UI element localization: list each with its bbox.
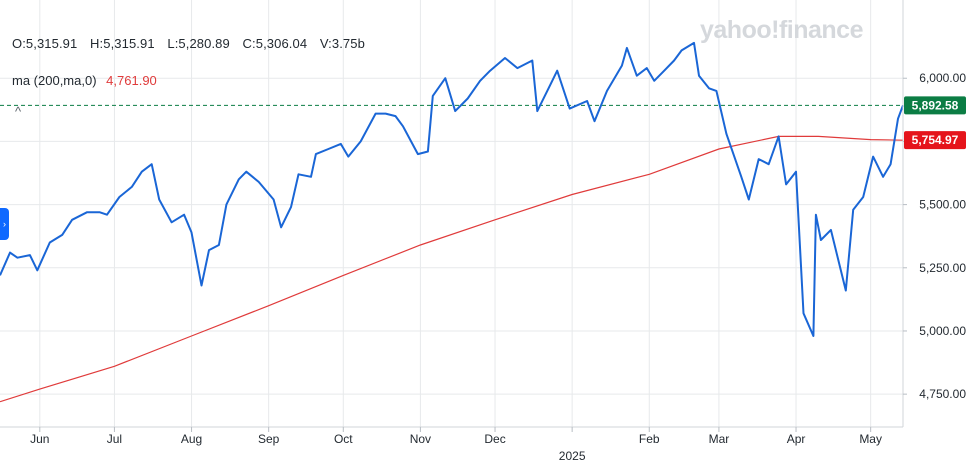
y-tick-label: 6,000.00 xyxy=(919,71,966,85)
volume-value: V:3.75b xyxy=(319,36,365,51)
high-value: H:5,315.91 xyxy=(90,36,155,51)
x-tick-label: Mar xyxy=(709,432,730,446)
x-tick-label: Sep xyxy=(258,432,280,446)
last-price-badge-bg xyxy=(904,96,966,115)
y-tick-label: 5,250.00 xyxy=(919,261,966,275)
x-tick-label: Dec xyxy=(484,432,505,446)
price-line xyxy=(0,41,904,337)
low-value: L:5,280.89 xyxy=(167,36,230,51)
x-tick-label: Jun xyxy=(30,432,49,446)
x-tick-label: Nov xyxy=(410,432,431,446)
x-tick-label: Apr xyxy=(787,432,806,446)
yahoo-finance-logo: yahoo!finance xyxy=(700,16,863,44)
expand-sidebar-button[interactable]: › xyxy=(0,208,9,240)
y-tick-label: 4,750.00 xyxy=(919,387,966,401)
ohlc-readout: O:5,315.91 H:5,315.91 L:5,280.89 C:5,306… xyxy=(12,36,374,51)
indicator-value: 4,761.90 xyxy=(106,73,157,88)
close-value: C:5,306.04 xyxy=(242,36,308,51)
ma-200-line xyxy=(0,135,904,403)
gridlines xyxy=(0,0,903,427)
y-tick-label: 5,000.00 xyxy=(919,324,966,338)
x-tick-label: May xyxy=(859,432,882,446)
x-tick-label: Aug xyxy=(181,432,202,446)
y-axis: 4,750.005,000.005,250.005,500.005,750.00… xyxy=(902,0,966,427)
x-tick-label: Oct xyxy=(334,432,353,446)
indicator-label[interactable]: ma (200,ma,0) xyxy=(12,73,97,88)
collapse-legend-button[interactable]: ^ xyxy=(15,104,22,119)
y-tick-label: 5,500.00 xyxy=(919,198,966,212)
ma-badge-text: 5,754.97 xyxy=(912,133,959,147)
x-tick-label: 2025 xyxy=(559,449,586,463)
x-tick-label: Feb xyxy=(639,432,660,446)
ma-badge: 5,754.97 xyxy=(904,131,966,150)
last-price-badge-text: 5,892.58 xyxy=(912,98,959,112)
x-axis: Jun Jul Aug Sep Oct Nov Dec 2025 Feb Mar Apr May xyxy=(0,426,903,463)
indicator-legend[interactable]: ma (200,ma,0) 4,761.90 xyxy=(12,73,157,88)
x-tick-label: Jul xyxy=(107,432,122,446)
ma-badge-bg xyxy=(904,131,966,150)
last-price-badge: 5,892.58 xyxy=(904,96,966,115)
open-value: O:5,315.91 xyxy=(12,36,78,51)
